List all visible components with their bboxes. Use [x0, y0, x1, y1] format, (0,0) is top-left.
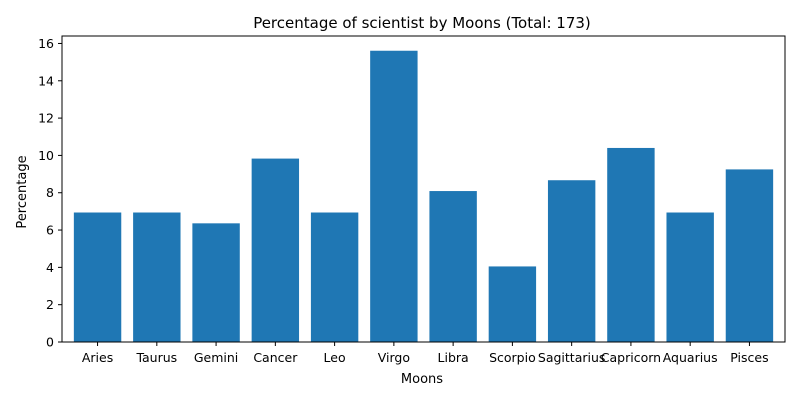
y-tick-label: 14: [38, 73, 54, 88]
bar-leo: [310, 212, 359, 342]
bar-cancer: [251, 158, 300, 342]
y-tick-label: 0: [46, 335, 54, 350]
bar-virgo: [370, 50, 418, 343]
bar-aquarius: [666, 212, 714, 342]
x-axis-label: Moons: [401, 372, 443, 387]
y-axis-label: Percentage: [15, 155, 30, 228]
y-axis: 0 2 4 6 8 10 12 14 16: [38, 36, 62, 350]
x-tick-label: Sagittarius: [538, 350, 606, 365]
y-tick-label: 2: [46, 297, 54, 312]
bar-pisces: [725, 169, 774, 342]
y-tick-label: 6: [46, 223, 54, 238]
chart-title: Percentage of scientist by Moons (Total:…: [253, 14, 591, 32]
x-tick-label: Gemini: [194, 350, 238, 365]
bar-libra: [429, 191, 477, 342]
x-tick-label: Capricorn: [601, 350, 661, 365]
bar-gemini: [192, 223, 240, 342]
x-tick-label: Libra: [438, 350, 469, 365]
x-tick-label: Cancer: [253, 350, 298, 365]
x-axis: Aries Taurus Gemini Cancer Leo Virgo Libra Scor…: [82, 342, 769, 365]
y-tick-label: 12: [38, 111, 54, 126]
x-tick-label: Taurus: [135, 350, 177, 365]
bar-sagittarius: [547, 180, 596, 342]
bar-aries: [73, 212, 122, 342]
x-tick-label: Leo: [324, 350, 346, 365]
bars-layer: [73, 50, 774, 343]
y-tick-label: 16: [38, 36, 54, 51]
y-tick-label: 4: [46, 260, 54, 275]
x-tick-label: Scorpio: [489, 350, 536, 365]
x-tick-label: Virgo: [378, 350, 410, 365]
y-tick-label: 10: [38, 148, 54, 163]
x-tick-label: Pisces: [730, 350, 768, 365]
plot-frame: [61, 35, 786, 343]
bar-capricorn: [607, 147, 655, 342]
bar-scorpio: [488, 266, 537, 342]
x-tick-label: Aries: [82, 350, 113, 365]
x-tick-label: Aquarius: [663, 350, 718, 365]
bar-taurus: [133, 212, 181, 342]
y-tick-label: 8: [46, 185, 54, 200]
